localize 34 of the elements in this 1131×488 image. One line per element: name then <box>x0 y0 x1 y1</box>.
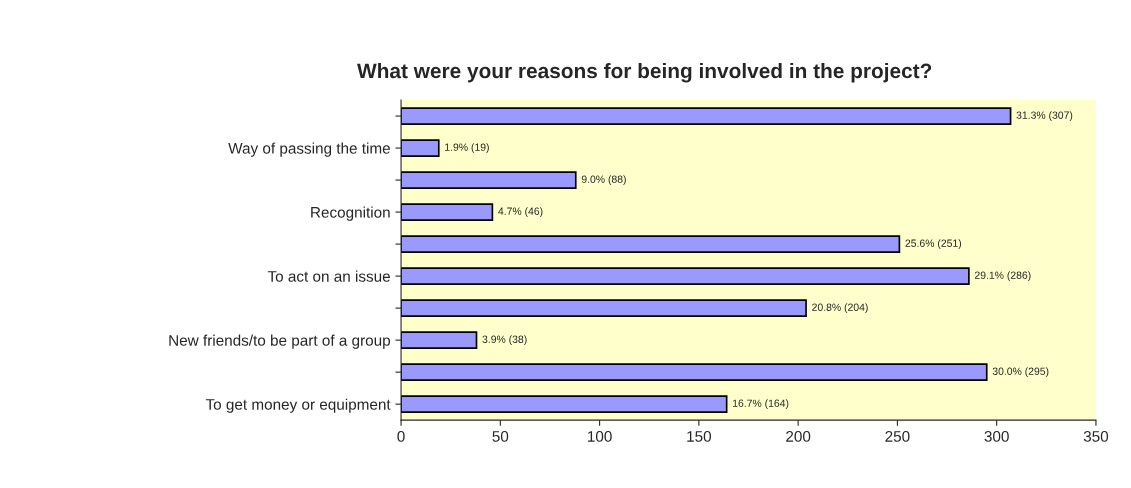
x-tick-label: 50 <box>492 430 509 442</box>
x-tick-label: 150 <box>687 430 712 442</box>
data-label: 29.1% (286) <box>974 271 1031 281</box>
x-tick-label: 200 <box>786 430 811 442</box>
bar <box>401 299 807 317</box>
y-tick-label: Recognition <box>311 206 390 221</box>
bar <box>401 395 728 413</box>
data-label: 3.9% (38) <box>482 335 527 345</box>
bar <box>401 267 970 285</box>
data-label: 16.7% (164) <box>733 399 789 410</box>
bar <box>401 363 988 381</box>
data-label: 4.7% (46) <box>498 207 543 217</box>
y-tick-label: Way of passing the time <box>228 142 390 157</box>
x-tick-label: 350 <box>1083 430 1109 442</box>
data-label: 31.3% (307) <box>1016 111 1073 121</box>
data-label: 20.8% (204) <box>812 303 868 313</box>
x-tick-label: 0 <box>397 430 405 442</box>
x-tick-label: 300 <box>984 430 1009 442</box>
bar <box>401 235 901 253</box>
x-tick-label: 100 <box>588 430 612 442</box>
y-tick-label: To get money or equipment <box>205 398 391 413</box>
y-tick-label: New friends/to be part of a group <box>169 334 391 349</box>
bar <box>401 139 440 157</box>
chart-title: What were your reasons for being involved in the project? <box>357 62 932 83</box>
data-label: 1.9% (19) <box>445 143 489 153</box>
data-label: 25.6% (251) <box>905 239 962 249</box>
bar <box>401 107 1012 125</box>
data-label: 30.0% (295) <box>992 367 1049 377</box>
y-tick-label: To act on an issue <box>267 270 390 282</box>
bar <box>401 171 577 189</box>
x-tick-label: 250 <box>885 430 910 442</box>
bar <box>401 331 478 349</box>
data-label: 9.0% (88) <box>581 175 626 185</box>
bar <box>401 203 494 221</box>
